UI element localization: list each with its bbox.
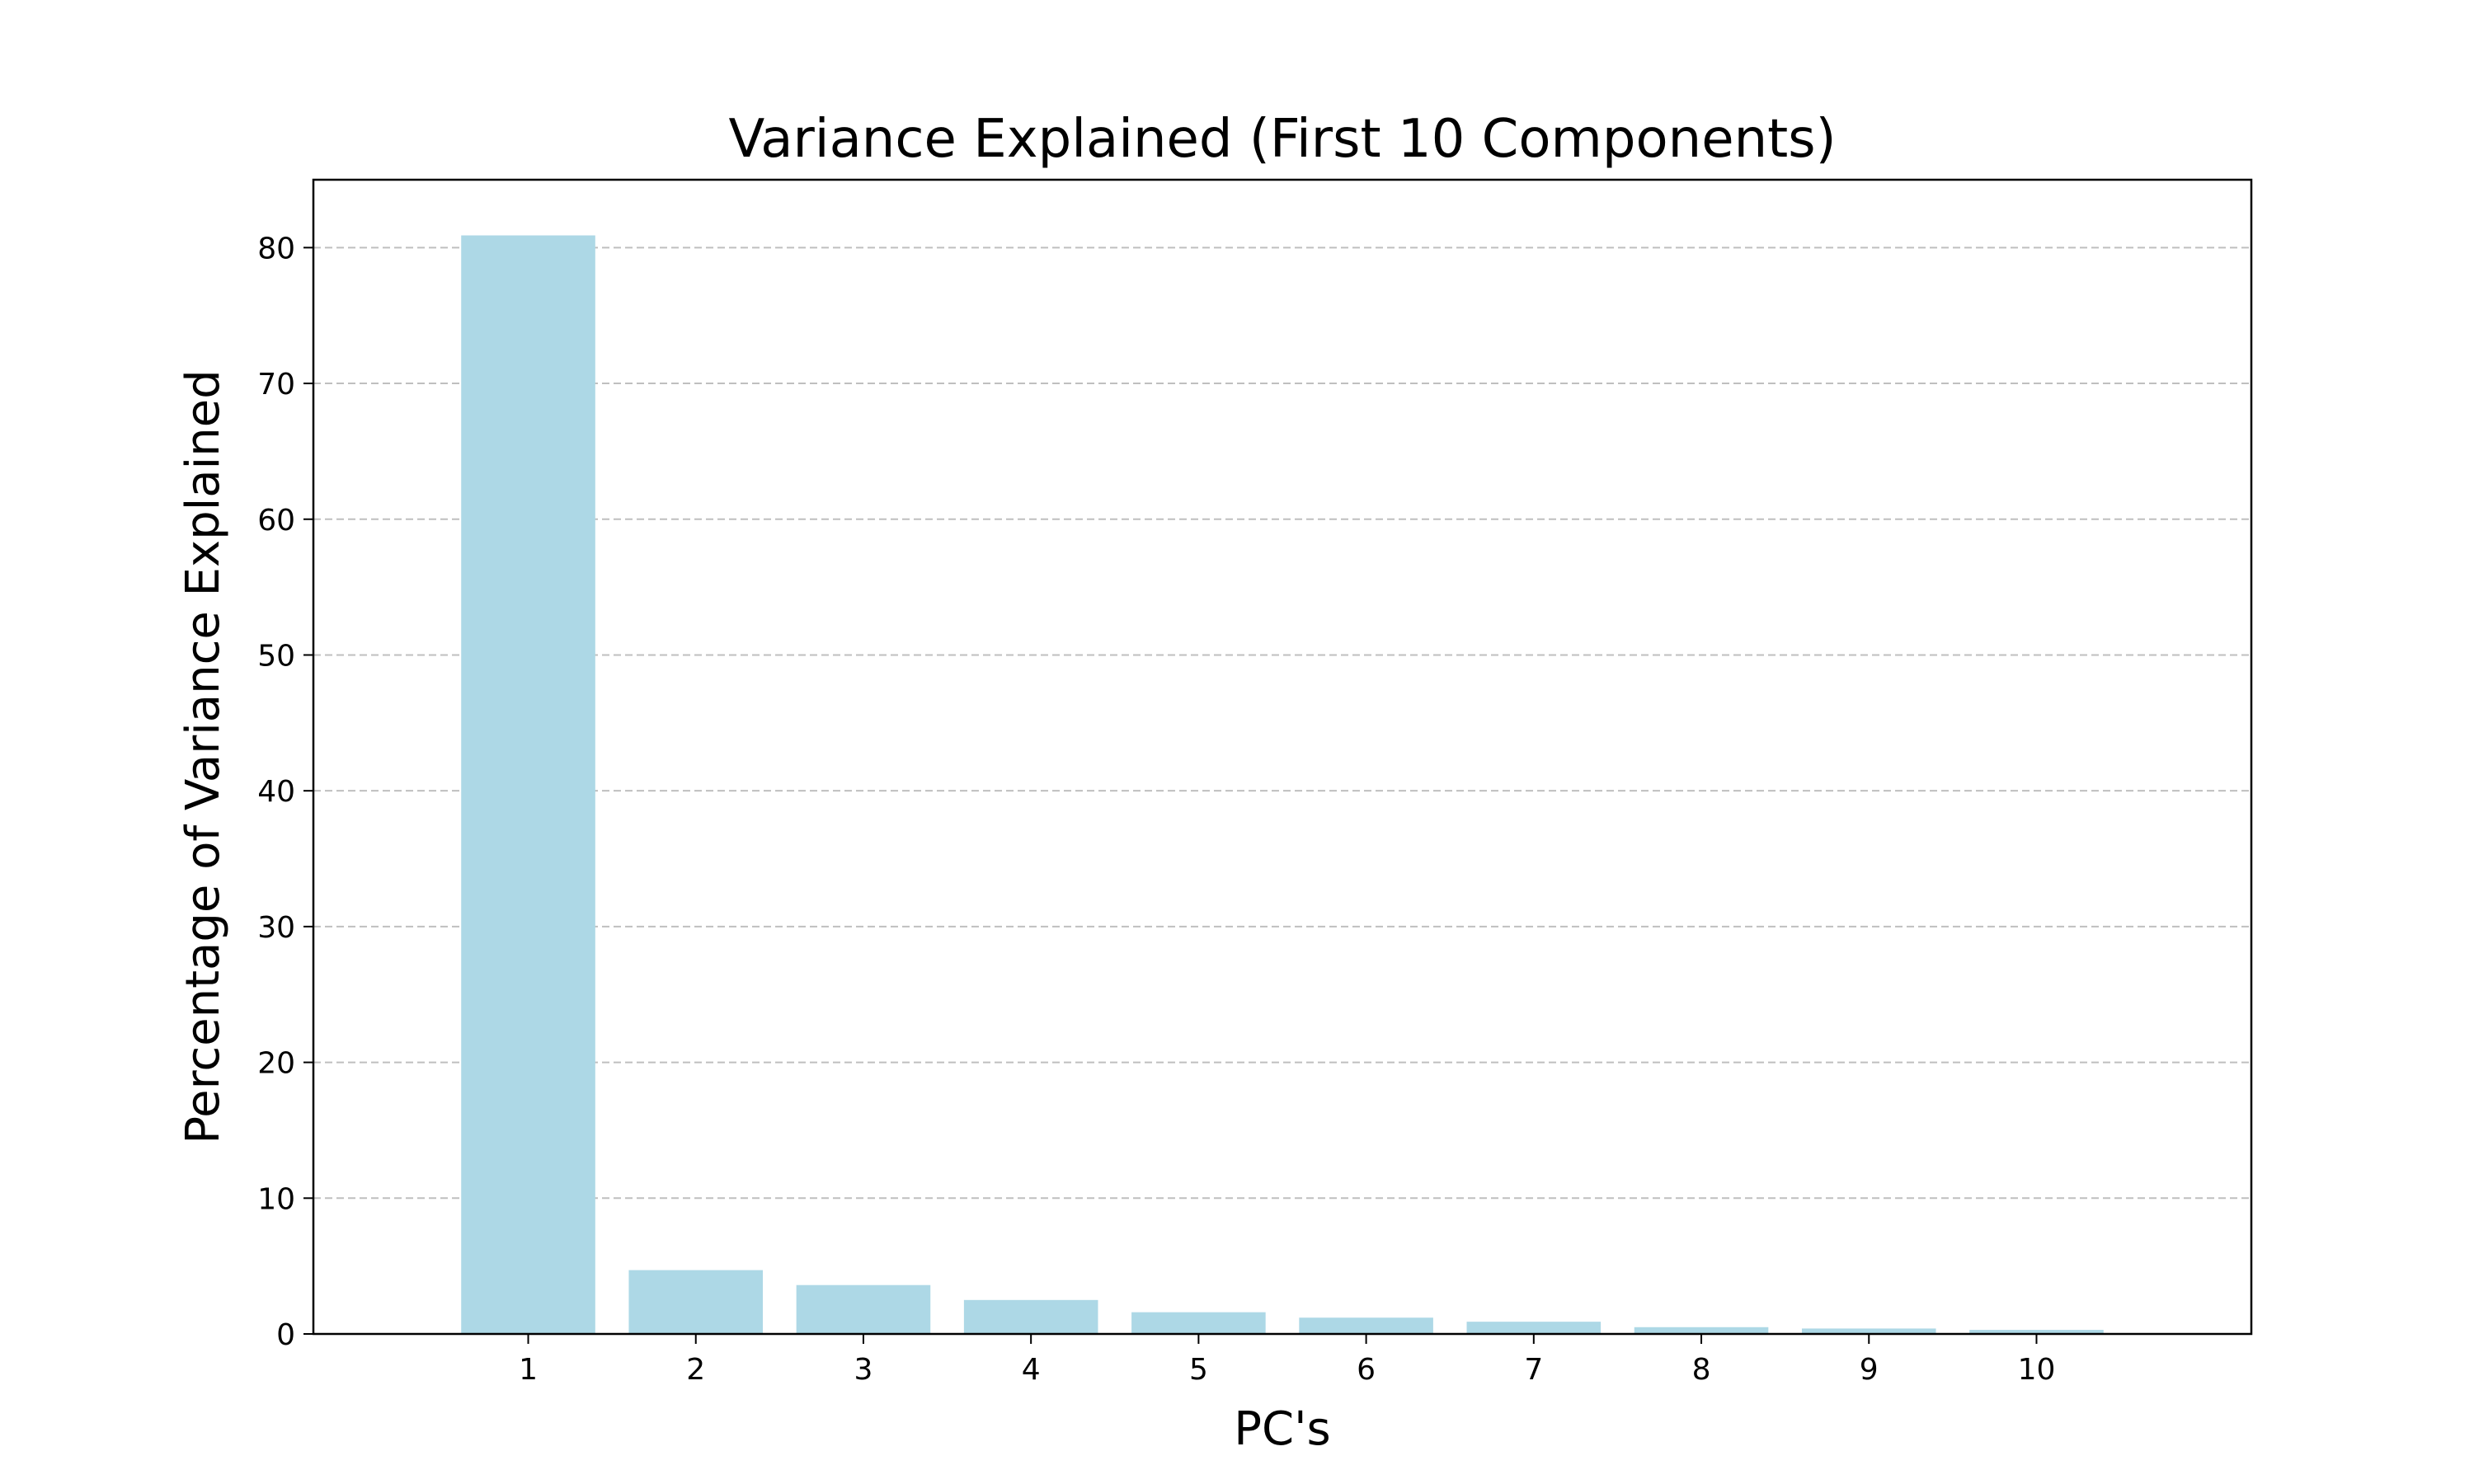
bar-pc-9	[1801, 1328, 1936, 1334]
x-tick-label: 9	[1860, 1353, 1879, 1387]
bar-pc-6	[1299, 1317, 1433, 1334]
y-tick-label: 60	[257, 504, 295, 538]
y-tick-label: 70	[257, 368, 295, 402]
chart-title: Variance Explained (First 10 Components)	[728, 109, 1836, 170]
x-tick-label: 4	[1022, 1353, 1041, 1387]
x-tick-label: 8	[1692, 1353, 1711, 1387]
x-tick-label: 1	[519, 1353, 538, 1387]
y-axis-label: Percentage of Variance Explained	[176, 369, 230, 1144]
plot-frame	[312, 178, 2253, 1336]
y-tick-label: 40	[257, 775, 295, 809]
y-tick-label: 50	[257, 639, 295, 673]
y-tick-label: 10	[257, 1182, 295, 1216]
bar-pc-2	[628, 1270, 764, 1334]
bar-pc-8	[1634, 1327, 1769, 1334]
x-tick-label: 7	[1524, 1353, 1543, 1387]
bar-pc-5	[1131, 1312, 1266, 1334]
x-tick-label: 5	[1189, 1353, 1208, 1387]
y-gridlines	[313, 247, 2251, 1200]
bar-pc-10	[1969, 1330, 2104, 1334]
x-tick-label: 6	[1357, 1353, 1376, 1387]
x-tick-label: 3	[854, 1353, 873, 1387]
x-tick-label: 10	[2018, 1353, 2056, 1387]
bar-pc-4	[963, 1299, 1098, 1334]
x-axis-label: PC's	[1234, 1402, 1330, 1456]
x-axis-ticks: 1 2 3 4 5 6 7 8 9 10	[519, 1334, 2055, 1387]
bar-pc-1	[461, 235, 595, 1334]
y-tick-label: 20	[257, 1047, 295, 1081]
bars	[461, 235, 2104, 1334]
x-tick-label: 2	[686, 1353, 705, 1387]
bar-pc-3	[796, 1284, 931, 1334]
bar-pc-7	[1466, 1322, 1602, 1334]
y-tick-label: 80	[257, 232, 295, 265]
y-tick-label: 30	[257, 911, 295, 945]
y-tick-label: 0	[276, 1318, 295, 1352]
y-axis-ticks: 0 10 20 30 40 50 60 70 80	[257, 232, 313, 1352]
